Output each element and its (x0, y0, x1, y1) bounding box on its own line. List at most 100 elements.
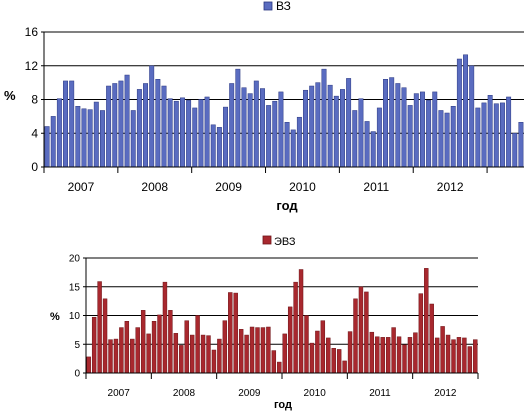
c1-y-tick-label: 4 (31, 126, 38, 140)
c2-bar (287, 306, 293, 374)
c1-bar (161, 85, 167, 168)
c1-bar (247, 93, 253, 168)
c1-bar (358, 98, 364, 168)
c2-bar (396, 336, 402, 374)
c1-bar (149, 65, 155, 168)
c2-bar (298, 269, 304, 374)
c2-y-tick-label: 15 (69, 282, 81, 293)
c2-bar (407, 337, 413, 374)
c2-bar (86, 356, 91, 374)
c2-bar (309, 342, 315, 374)
c1-bar (432, 91, 438, 168)
c1-bar (426, 100, 432, 168)
chart-2-x-axis-label: год (274, 399, 292, 411)
c1-bar (352, 110, 358, 168)
c2-bar (157, 314, 162, 374)
c1-bar (346, 78, 352, 168)
c1-bar (106, 85, 112, 168)
c1-bar (143, 83, 149, 168)
c2-bar (260, 327, 266, 374)
c1-bar (438, 110, 444, 168)
c1-bar (272, 100, 278, 168)
c1-bar (420, 91, 425, 168)
c2-bar (200, 334, 206, 374)
c2-bar (119, 327, 124, 374)
chart-1-legend-swatch (263, 1, 273, 11)
c1-bar (303, 89, 309, 168)
c2-y-tick-label: 20 (69, 254, 81, 265)
c2-bar (440, 326, 445, 374)
c1-x-tick-label: 2010 (289, 180, 316, 194)
c1-bar (198, 99, 204, 168)
chart-2-gridlines (86, 257, 478, 345)
c1-bar (210, 124, 216, 168)
c2-bar (418, 293, 424, 374)
c2-bar (277, 361, 282, 374)
c1-bar (118, 80, 124, 168)
chart-1-bars (44, 54, 524, 168)
c2-bar (124, 321, 130, 374)
c2-bar (228, 292, 233, 374)
c1-bar (413, 93, 419, 168)
c2-bar (151, 321, 157, 374)
c1-bar (481, 102, 487, 168)
c1-bar (75, 106, 81, 168)
c1-bar (395, 83, 401, 168)
c2-bar (244, 334, 249, 374)
chart-1-legend-label: ВЗ (276, 0, 291, 13)
c1-bar (56, 98, 62, 168)
c2-bar (342, 360, 347, 374)
c1-bar (370, 131, 376, 168)
chart-1-x-ticks: 2007 2008 2009 2010 2011 2012 (43, 167, 488, 194)
c1-bar (50, 116, 56, 168)
c1-bar (376, 107, 382, 168)
chart-2-y-ticks: 0 5 10 15 20 (69, 254, 86, 380)
c1-y-tick-label: 12 (25, 59, 39, 73)
c1-bar (493, 103, 499, 168)
c1-bar (278, 91, 284, 168)
c1-bar (333, 95, 339, 168)
c1-bar (383, 79, 389, 168)
c2-bar (271, 350, 277, 374)
c2-bar (146, 333, 151, 374)
chart-2-y-axis-label: % (50, 311, 60, 323)
c2-bar (320, 320, 326, 374)
c2-bar (353, 298, 358, 374)
c1-bar (130, 110, 136, 168)
chart-1-y-axis-label: % (4, 88, 16, 103)
c2-bar (347, 331, 353, 374)
c1-bar (204, 96, 210, 168)
c1-bar (296, 116, 302, 168)
c1-bar (512, 133, 518, 168)
c2-bar (424, 268, 429, 374)
c1-bar (401, 87, 407, 168)
c1-bar (284, 122, 290, 168)
c2-bar (238, 329, 244, 374)
c1-bar (518, 122, 524, 168)
c2-bar (113, 338, 119, 374)
c1-bar (186, 100, 192, 168)
chart-2-legend-label: ЭВЗ (274, 236, 296, 248)
c2-bar (364, 291, 369, 374)
c2-x-tick-label: 2011 (369, 388, 391, 399)
c1-bar (266, 105, 272, 168)
c2-bar (473, 339, 478, 374)
c1-y-tick-label: 16 (25, 25, 39, 39)
c1-x-tick-label: 2007 (68, 180, 95, 194)
c2-bar (331, 348, 336, 374)
c2-bar (195, 315, 200, 374)
chart-2-bars (86, 268, 478, 374)
c1-bar (407, 105, 413, 168)
c2-bar (391, 327, 396, 374)
c2-bar (206, 335, 211, 374)
c1-bar (87, 109, 93, 168)
c1-bar (340, 89, 345, 168)
c2-bar (293, 281, 298, 374)
c2-bar (222, 320, 228, 374)
chart-2-x-ticks: 2007 2008 2009 2010 2011 2012 (85, 373, 479, 399)
c2-bar (266, 326, 271, 374)
c1-x-tick-label: 2012 (437, 180, 464, 194)
c2-bar (97, 281, 102, 374)
c2-y-tick-label: 10 (69, 311, 81, 322)
c2-bar (249, 326, 255, 374)
